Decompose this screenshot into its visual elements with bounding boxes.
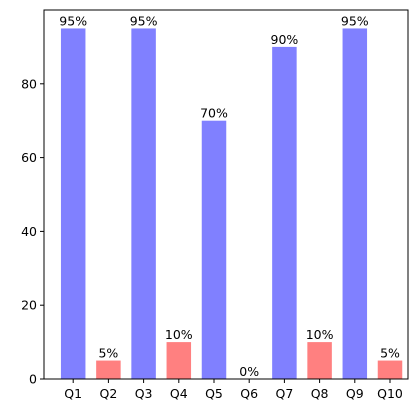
value-label-q6: 0% — [239, 364, 259, 379]
value-label-q5: 70% — [200, 106, 228, 121]
value-label-q1: 95% — [59, 13, 87, 28]
bar-q1 — [60, 28, 86, 379]
ticks-layer: Q1 Q2 Q3 Q4 Q5 Q6 Q7 Q8 Q9 Q10 0 20 40 60 80 — [21, 76, 403, 401]
value-label-q7: 90% — [271, 32, 299, 47]
value-labels-layer: 95% 5% 95% 10% 70% 0% 90% 10% 95% 5% — [59, 13, 400, 379]
bar-q3 — [131, 28, 156, 379]
bar-q9 — [342, 28, 368, 379]
bar-q4 — [166, 342, 192, 379]
x-tick-label-q1: Q1 — [64, 386, 82, 401]
x-tick-label-q7: Q7 — [276, 386, 294, 401]
value-label-q4: 10% — [165, 327, 193, 342]
bar-q10 — [377, 360, 403, 379]
y-tick-label-0: 0 — [29, 372, 37, 387]
value-label-q3: 95% — [130, 13, 158, 28]
bar-q5 — [201, 120, 227, 379]
plot-frame — [43, 9, 409, 380]
y-tick-label-40: 40 — [21, 224, 37, 239]
bar-q7 — [272, 46, 297, 380]
bar-q8 — [307, 342, 332, 379]
y-tick-label-60: 60 — [21, 150, 37, 165]
value-label-q9: 95% — [341, 13, 369, 28]
y-tick-label-20: 20 — [21, 298, 37, 313]
x-tick-label-q5: Q5 — [205, 386, 223, 401]
value-label-q2: 5% — [98, 346, 118, 361]
x-tick-label-q3: Q3 — [135, 386, 153, 401]
x-tick-label-q4: Q4 — [170, 386, 188, 401]
axes-layer — [43, 9, 409, 380]
value-label-q10: 5% — [380, 346, 400, 361]
x-tick-label-q8: Q8 — [311, 386, 329, 401]
x-tick-label-q9: Q9 — [346, 386, 364, 401]
x-tick-label-q10: Q10 — [377, 386, 403, 401]
x-tick-label-q2: Q2 — [100, 386, 118, 401]
bars-layer — [60, 28, 403, 380]
x-tick-label-q6: Q6 — [240, 386, 258, 401]
bar-q2 — [96, 360, 121, 379]
value-label-q8: 10% — [306, 327, 334, 342]
y-tick-label-80: 80 — [21, 76, 37, 91]
